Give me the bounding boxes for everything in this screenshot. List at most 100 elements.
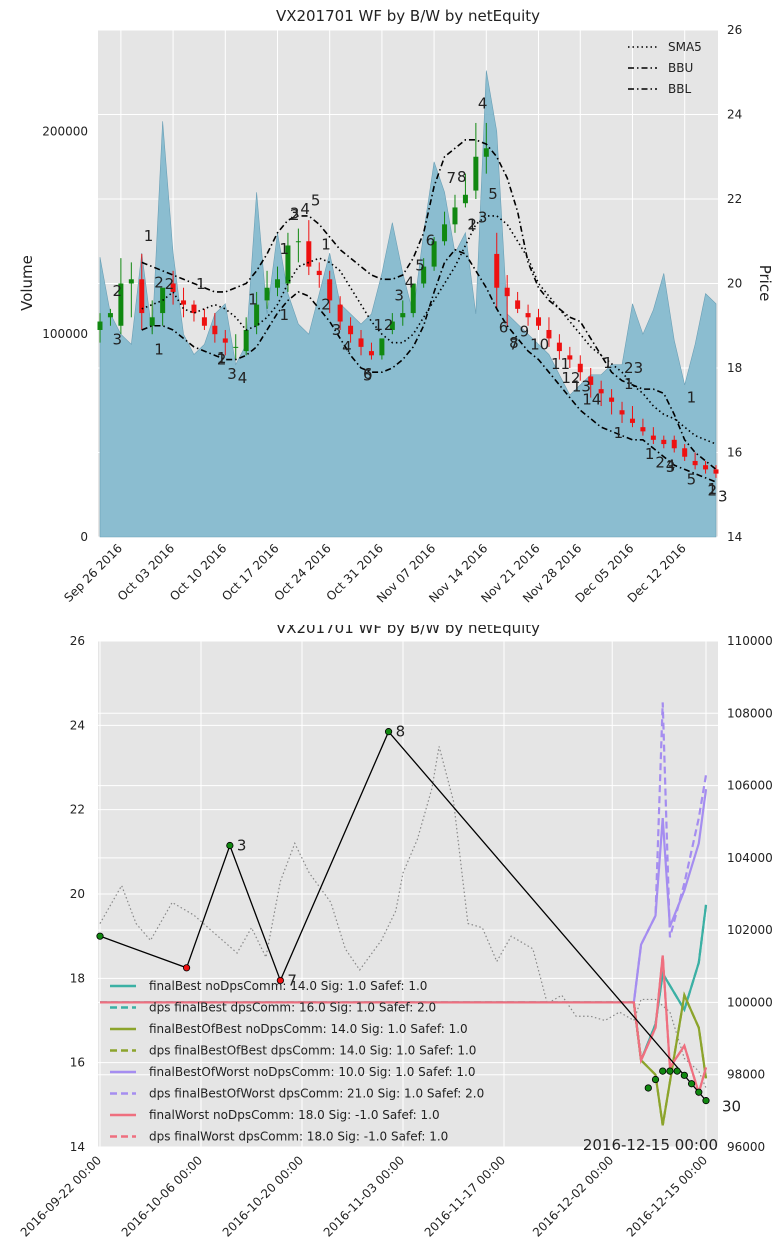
- candle: [431, 237, 437, 271]
- candle-body: [410, 283, 416, 314]
- sequence-label: 6: [363, 365, 373, 383]
- candle: [285, 232, 291, 292]
- candle-body: [703, 465, 709, 470]
- candle: [525, 304, 531, 326]
- candle-body: [473, 156, 479, 191]
- candle-body: [285, 245, 291, 284]
- sequence-label: 2: [154, 274, 164, 292]
- equity-path-label: 30: [722, 1098, 741, 1116]
- candle: [442, 211, 448, 246]
- equity-path-marker: [96, 932, 104, 940]
- candle: [274, 266, 280, 297]
- y2-tick-label: 96000: [727, 1140, 765, 1154]
- y2-tick-label: 102000: [727, 923, 773, 937]
- candle: [233, 334, 239, 360]
- sequence-label: 11: [551, 355, 570, 373]
- sequence-label: 2: [321, 296, 331, 314]
- candle-body: [536, 317, 542, 326]
- equity-path-label: 7: [287, 971, 297, 989]
- x-tick-label: 2016-11-03 00:00: [321, 1153, 407, 1239]
- candle-body: [233, 346, 239, 348]
- top-chart-title: VX201701 WF by B/W by netEquity: [276, 7, 540, 25]
- candle: [556, 334, 562, 360]
- candle-body: [254, 304, 260, 326]
- sequence-label: 1: [196, 275, 206, 293]
- candle: [515, 291, 521, 314]
- candle: [452, 194, 458, 233]
- candle: [212, 313, 218, 343]
- sequence-label: 1: [279, 306, 289, 324]
- x-tick-label: 2016-10-06 00:00: [119, 1153, 205, 1239]
- signal-point: [695, 1088, 703, 1096]
- candle-body: [358, 338, 364, 347]
- y2-tick-label: 98000: [727, 1068, 765, 1082]
- sequence-label: 4: [342, 338, 352, 356]
- y-tick-label: 200000: [42, 124, 88, 138]
- y2-tick-label: 108000: [727, 706, 773, 720]
- sequence-label: 6: [426, 231, 436, 249]
- candle-body: [577, 363, 583, 373]
- candle-body: [462, 194, 468, 204]
- sequence-label: 2: [217, 351, 227, 369]
- sequence-label: 6: [499, 318, 509, 336]
- candle: [682, 444, 688, 461]
- candle: [577, 355, 583, 381]
- legend-bbu: BBU: [668, 61, 693, 75]
- sequence-label: 1: [248, 291, 258, 309]
- y2-tick-label: 22: [727, 192, 742, 206]
- candle: [629, 406, 635, 428]
- legend-entry: finalBest noDpsComm: 14.0 Sig: 1.0 Safef…: [149, 979, 427, 993]
- candle: [389, 313, 395, 335]
- y2-tick-label: 26: [727, 23, 742, 37]
- y2-tick-label: 16: [727, 446, 742, 460]
- legend-entry: dps finalWorst dpsComm: 18.0 Sig: -1.0 S…: [149, 1130, 448, 1144]
- sequence-label: 1: [144, 227, 154, 245]
- candle: [650, 427, 656, 445]
- y-tick-label: 100000: [42, 327, 88, 341]
- candle: [410, 283, 416, 318]
- candle: [170, 270, 176, 305]
- sequence-label: 1: [708, 480, 718, 498]
- equity-path-marker: [226, 841, 234, 850]
- candle-body: [97, 321, 103, 330]
- candle: [494, 232, 500, 309]
- candle-body: [442, 224, 448, 242]
- candle: [567, 346, 573, 368]
- sequence-label: 4: [405, 274, 415, 292]
- y-tick-label: 18: [70, 971, 85, 985]
- signal-point: [687, 1080, 696, 1088]
- sequence-label: 8: [509, 334, 519, 352]
- bottom-corner-label: 2016-12-15 00:00: [583, 1136, 718, 1154]
- sequence-label: 3: [666, 458, 676, 476]
- candle: [191, 300, 197, 322]
- y-tick-label: 24: [70, 718, 85, 732]
- candle: [713, 465, 719, 478]
- candle: [483, 122, 489, 174]
- sequence-label: 2: [655, 454, 665, 472]
- equity-path-label: 3: [237, 837, 247, 855]
- y2-tick-label: 20: [727, 277, 742, 291]
- sequence-label: 3: [394, 286, 404, 304]
- candle-body: [629, 418, 635, 423]
- sequence-label: 5: [687, 471, 697, 489]
- sequence-label: 3: [227, 365, 237, 383]
- sequence-label: 3: [112, 331, 122, 349]
- sequence-label: 4: [478, 95, 488, 113]
- sequence-label: 2: [112, 282, 122, 300]
- candle-body: [650, 435, 656, 440]
- equity-path-line: [99, 730, 707, 1102]
- candle-body: [107, 313, 113, 318]
- sequence-label: 1: [614, 424, 624, 442]
- x-tick-label: 2016-12-15 00:00: [624, 1153, 710, 1239]
- candle-body: [692, 460, 698, 466]
- candle-body: [609, 397, 615, 402]
- y-tick-label: 22: [70, 803, 85, 817]
- equity-path-marker: [182, 964, 191, 972]
- candle: [671, 435, 677, 453]
- signal-point: [659, 1067, 667, 1075]
- candle-body: [515, 300, 521, 309]
- sequence-label: 5: [488, 185, 498, 203]
- candle: [619, 401, 625, 423]
- candle: [128, 262, 134, 318]
